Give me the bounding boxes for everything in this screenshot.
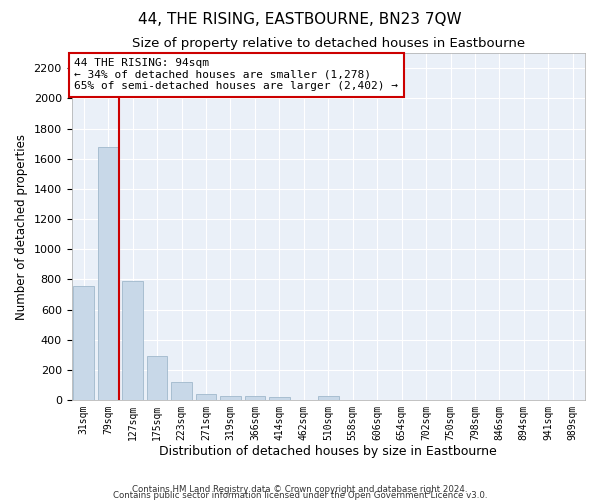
Bar bbox=[245, 396, 265, 400]
Bar bbox=[171, 382, 192, 400]
Text: 44 THE RISING: 94sqm
← 34% of detached houses are smaller (1,278)
65% of semi-de: 44 THE RISING: 94sqm ← 34% of detached h… bbox=[74, 58, 398, 92]
Title: Size of property relative to detached houses in Eastbourne: Size of property relative to detached ho… bbox=[132, 38, 525, 51]
Bar bbox=[220, 396, 241, 400]
Text: 44, THE RISING, EASTBOURNE, BN23 7QW: 44, THE RISING, EASTBOURNE, BN23 7QW bbox=[138, 12, 462, 28]
Text: Contains HM Land Registry data © Crown copyright and database right 2024.: Contains HM Land Registry data © Crown c… bbox=[132, 484, 468, 494]
X-axis label: Distribution of detached houses by size in Eastbourne: Distribution of detached houses by size … bbox=[160, 444, 497, 458]
Bar bbox=[318, 396, 338, 400]
Bar bbox=[73, 286, 94, 400]
Bar bbox=[147, 356, 167, 400]
Bar bbox=[269, 397, 290, 400]
Bar bbox=[98, 146, 119, 400]
Bar bbox=[122, 281, 143, 400]
Y-axis label: Number of detached properties: Number of detached properties bbox=[15, 134, 28, 320]
Bar bbox=[196, 394, 217, 400]
Text: Contains public sector information licensed under the Open Government Licence v3: Contains public sector information licen… bbox=[113, 490, 487, 500]
